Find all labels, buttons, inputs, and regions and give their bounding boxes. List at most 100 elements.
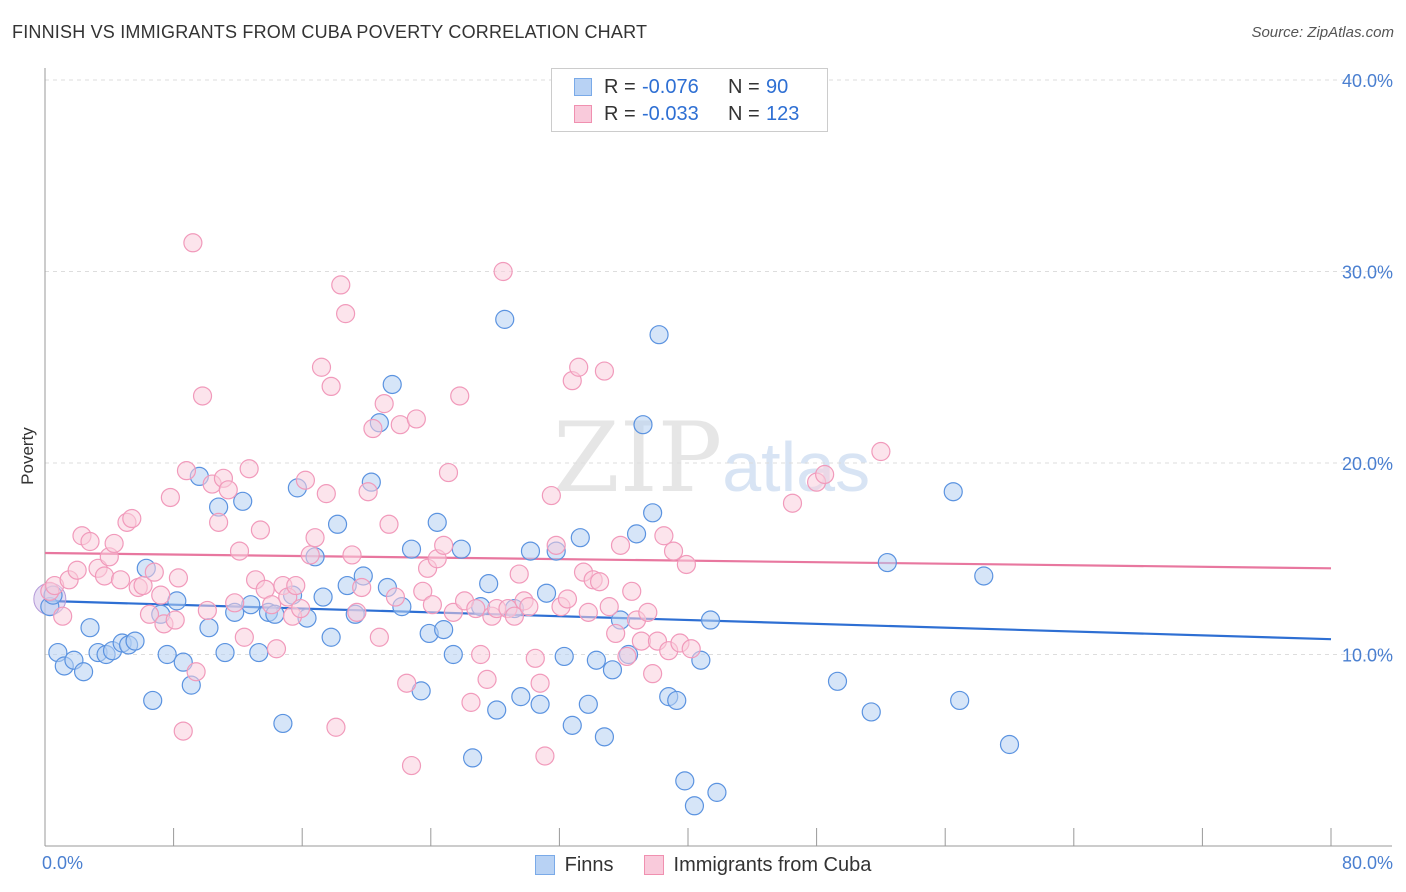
point-cuba	[519, 597, 539, 617]
point-cuba	[374, 394, 394, 414]
point-cuba	[599, 597, 619, 617]
point-finns	[427, 512, 447, 532]
point-finns	[313, 587, 333, 607]
point-cuba	[406, 409, 426, 429]
point-finns	[861, 702, 881, 722]
point-finns	[167, 591, 187, 611]
y-tick-label: 40.0%	[1342, 71, 1393, 91]
data-points	[33, 233, 1020, 816]
point-cuba	[530, 673, 550, 693]
point-finns	[530, 694, 550, 714]
point-finns	[707, 782, 727, 802]
point-cuba	[654, 526, 674, 546]
point-finns	[536, 583, 557, 603]
series-legend-cuba[interactable]: Immigrants from Cuba	[643, 854, 871, 877]
point-cuba	[622, 581, 642, 601]
point-cuba	[461, 692, 481, 712]
point-finns	[73, 662, 94, 682]
point-cuba	[352, 577, 372, 598]
point-cuba	[133, 575, 153, 596]
point-cuba	[192, 386, 213, 406]
point-finns	[80, 618, 100, 638]
point-cuba	[53, 606, 73, 626]
point-cuba	[347, 602, 367, 622]
point-cuba	[239, 459, 259, 479]
point-finns	[401, 539, 422, 559]
point-cuba	[316, 484, 336, 504]
point-finns	[273, 713, 293, 734]
point-cuba	[557, 589, 578, 609]
point-cuba	[229, 541, 250, 561]
point-finns	[241, 595, 261, 615]
point-cuba	[782, 493, 803, 513]
point-cuba	[300, 545, 320, 565]
point-cuba	[342, 545, 362, 565]
point-cuba	[94, 566, 115, 586]
point-cuba	[104, 533, 124, 554]
series-legend-finns[interactable]: Finns	[534, 853, 614, 877]
point-finns	[586, 650, 606, 670]
point-cuba	[871, 441, 891, 462]
series-swatch-finns	[534, 855, 555, 875]
point-cuba	[183, 233, 203, 253]
point-finns	[570, 528, 590, 548]
point-cuba	[160, 487, 180, 508]
point-cuba	[525, 648, 545, 668]
point-cuba	[815, 464, 835, 485]
legend-n-label: N =	[728, 102, 760, 125]
point-finns	[999, 734, 1020, 755]
point-cuba	[413, 581, 433, 601]
legend-r-value: -0.076	[642, 75, 699, 98]
point-cuba	[225, 593, 245, 613]
point-cuba	[422, 595, 443, 615]
point-cuba	[209, 512, 229, 532]
point-finns	[578, 694, 598, 714]
point-cuba	[331, 275, 351, 295]
point-finns	[382, 374, 402, 395]
point-cuba	[676, 554, 696, 575]
point-finns	[675, 771, 695, 791]
point-cuba	[569, 357, 589, 377]
point-cuba	[638, 602, 658, 622]
point-cuba	[631, 631, 651, 651]
point-finns	[479, 574, 499, 594]
point-finns	[451, 539, 471, 559]
point-cuba	[471, 644, 491, 665]
point-cuba	[466, 598, 486, 619]
point-finns	[215, 642, 235, 663]
series-legend: Finns Immigrants from Cuba	[0, 852, 1406, 878]
point-cuba	[218, 480, 238, 500]
point-finns	[321, 627, 341, 647]
point-cuba	[363, 418, 383, 439]
point-finns	[974, 566, 994, 586]
point-cuba	[401, 755, 422, 776]
point-finns	[443, 644, 463, 665]
point-finns	[249, 642, 269, 663]
point-cuba	[493, 261, 513, 282]
axes	[44, 68, 1392, 847]
point-finns	[554, 646, 574, 667]
y-tick-label: 10.0%	[1342, 646, 1393, 666]
point-cuba	[295, 470, 316, 490]
point-cuba	[546, 535, 566, 555]
point-finns	[626, 524, 647, 544]
point-cuba	[606, 623, 626, 644]
series-label-finns: Finns	[564, 853, 614, 876]
point-cuba	[397, 673, 417, 693]
point-cuba	[663, 541, 684, 561]
point-finns	[667, 690, 687, 711]
point-finns	[700, 610, 721, 630]
point-cuba	[186, 662, 206, 682]
watermark-atlas: atlas	[722, 428, 871, 506]
point-finns	[434, 620, 454, 640]
point-cuba	[434, 535, 454, 555]
legend-row-finns: R = -0.076 N = 90	[574, 75, 788, 99]
point-cuba	[305, 528, 325, 548]
source-credit: Source: ZipAtlas.com	[1251, 24, 1394, 41]
point-cuba	[234, 627, 254, 647]
point-finns	[602, 660, 623, 680]
point-cuba	[438, 462, 459, 483]
point-cuba	[643, 664, 663, 684]
point-finns	[827, 671, 848, 691]
